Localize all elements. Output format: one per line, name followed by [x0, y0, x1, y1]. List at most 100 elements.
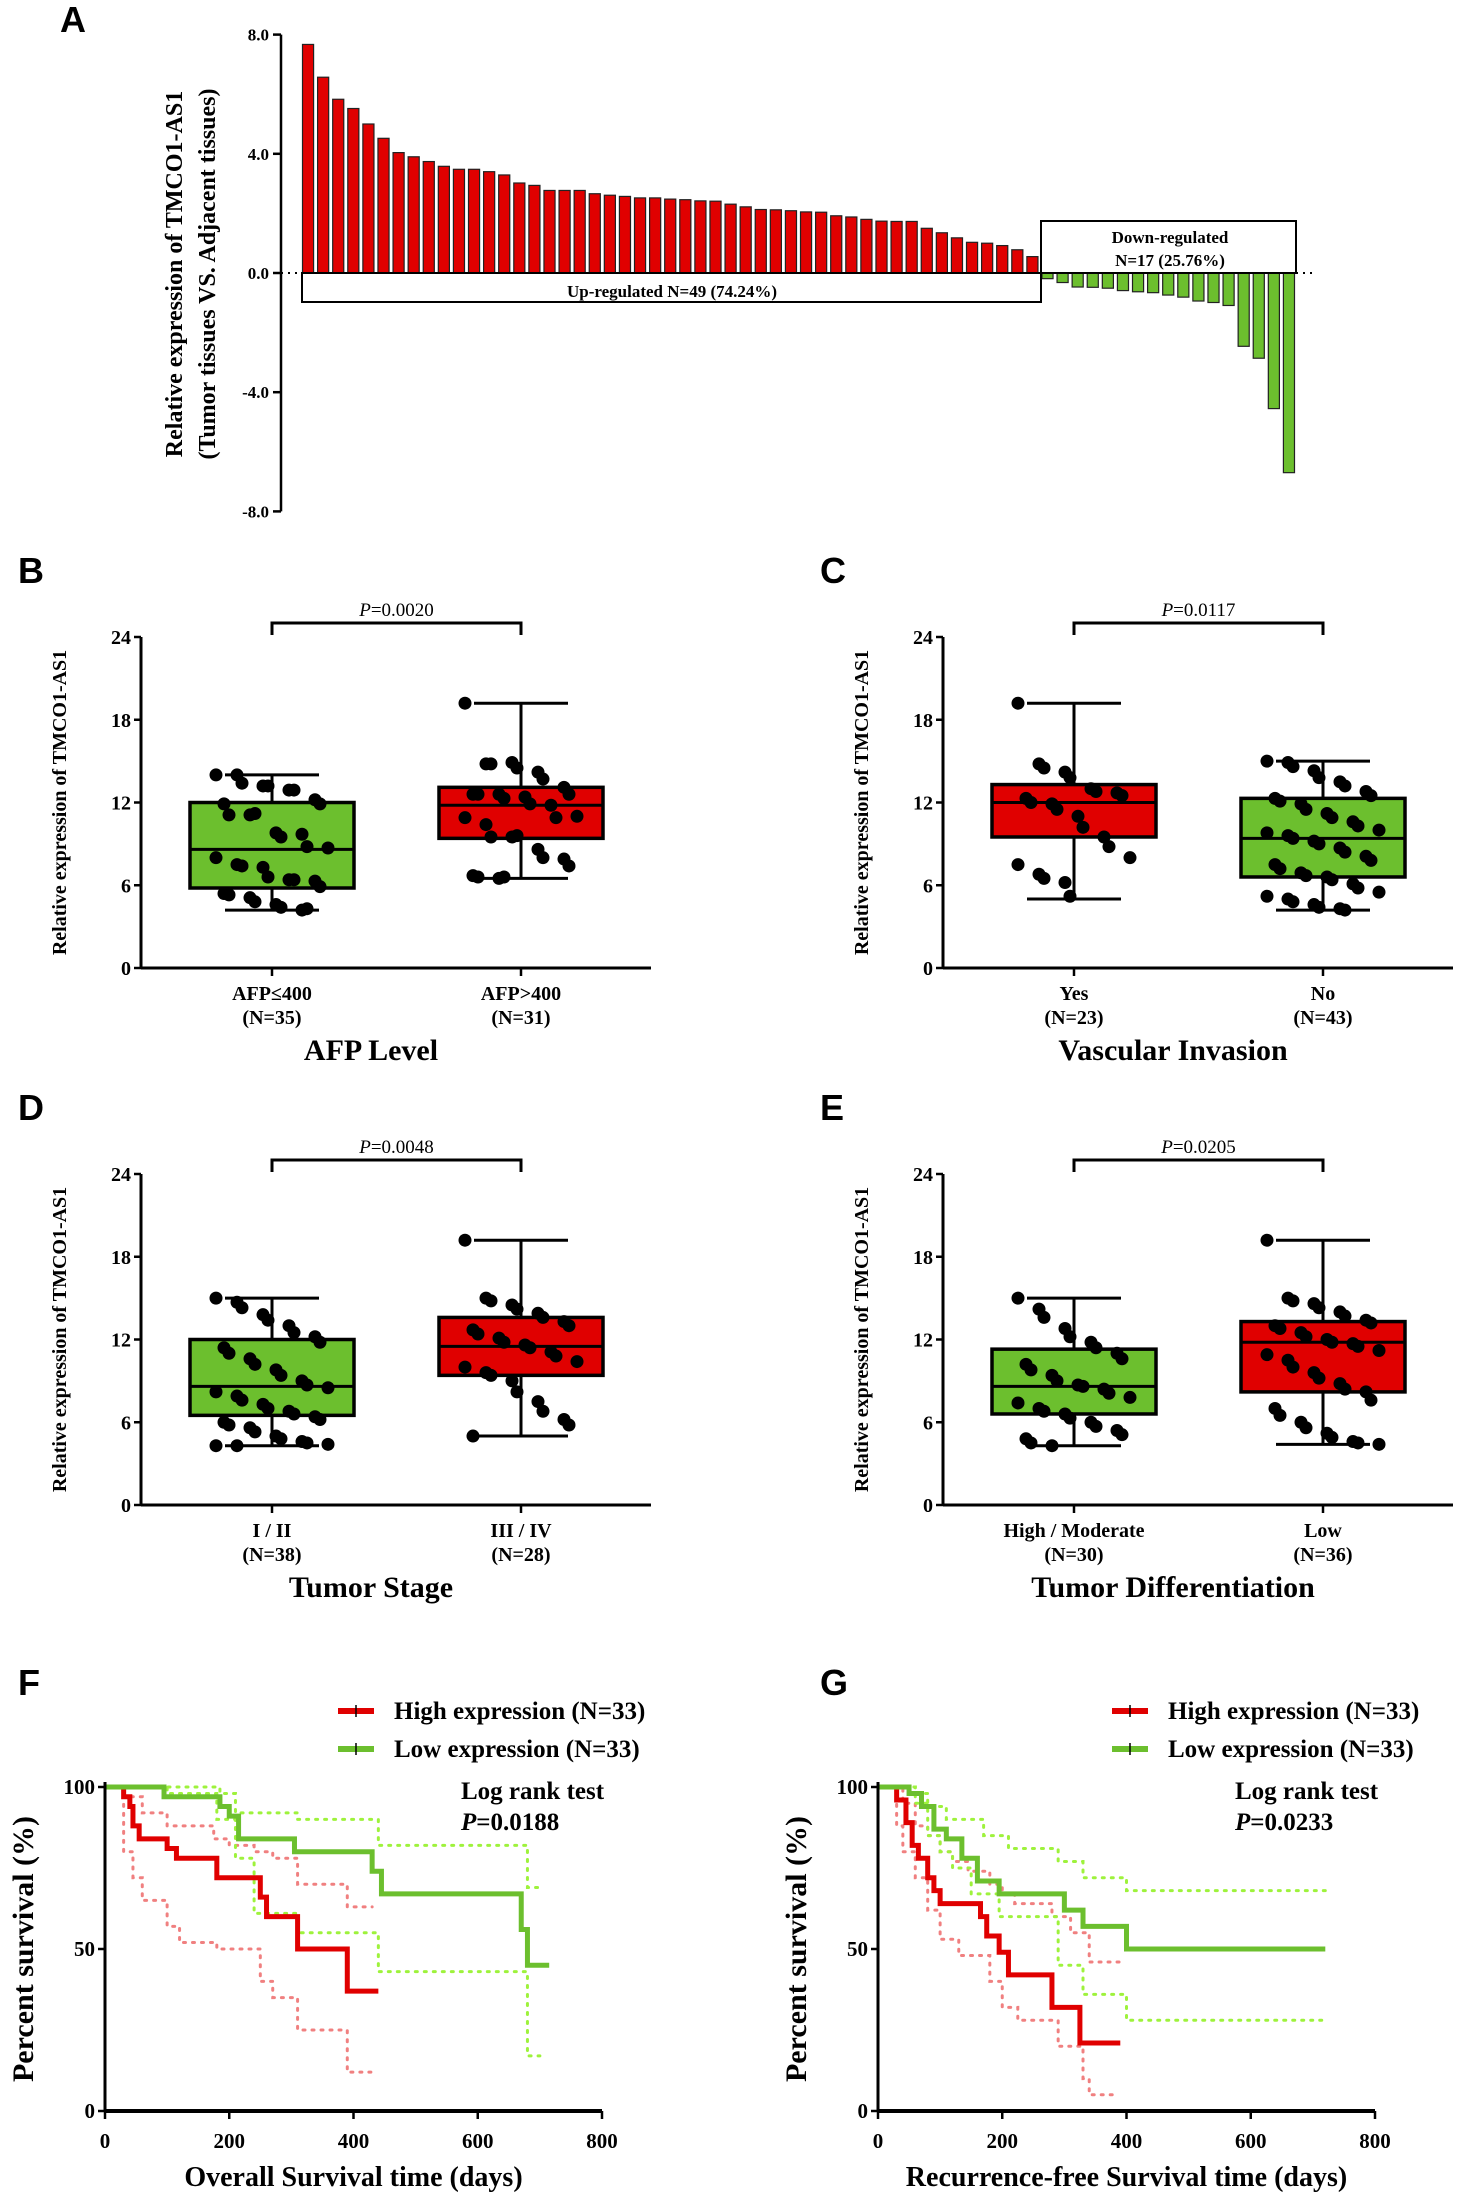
y-tick-label: 24 [111, 627, 131, 649]
x-tick-label: 600 [462, 2129, 494, 2153]
bar-up [950, 237, 964, 274]
ci-lower-red [876, 1785, 1116, 2097]
panel-label-a: A [60, 0, 86, 40]
bar-down [1252, 272, 1265, 359]
data-point [256, 860, 270, 874]
data-point [235, 1393, 249, 1407]
panel-f: F High expression (N=33) Low expression (N… [7, 1662, 645, 2193]
data-point [471, 1327, 485, 1341]
y-tick-label: 6 [121, 875, 131, 897]
down-regulated-label: Down-regulated [1112, 228, 1229, 247]
y-axis-title: Percent survival (%) [780, 1816, 813, 2082]
data-point [562, 1319, 576, 1333]
data-point [1286, 831, 1300, 845]
panel-g: G High expression (N=33) Low expression (N… [780, 1662, 1419, 2193]
y-axis-title: Relative expression of TMCO1-AS1 [162, 91, 188, 457]
bar-up [679, 199, 692, 274]
bar-up [316, 76, 330, 274]
down-regulated-count: N=17 (25.76%) [1115, 251, 1225, 270]
data-point [523, 1341, 537, 1355]
y-tick-label: 24 [913, 1164, 933, 1186]
bar-up [845, 216, 858, 274]
p-value: =0.0048 [371, 1137, 434, 1158]
data-point [1372, 1344, 1386, 1358]
data-point [1364, 789, 1378, 803]
panel-label-e: E [820, 1087, 844, 1128]
data-point [1351, 1339, 1365, 1353]
data-point [484, 757, 498, 771]
data-point [1024, 1436, 1038, 1450]
data-point [295, 827, 309, 841]
bar-up [452, 168, 466, 274]
ci-upper-red [103, 1785, 374, 1909]
bar-up [618, 195, 632, 274]
data-point [1050, 1374, 1064, 1388]
data-point [261, 1313, 275, 1327]
panel-label-b: B [18, 550, 44, 591]
data-point [248, 895, 262, 909]
data-point [222, 1346, 236, 1360]
data-point [1011, 858, 1025, 872]
group-n-label: (N=31) [491, 1007, 550, 1029]
data-point [1338, 1309, 1352, 1323]
bar-up [799, 211, 813, 274]
x-tick-label: 200 [987, 2129, 1019, 2153]
data-point [1325, 873, 1339, 887]
data-point [1024, 1363, 1038, 1377]
data-point [248, 1357, 262, 1371]
y-tick-label: 0 [858, 2099, 869, 2123]
data-point [1037, 1310, 1051, 1324]
group-n-label: (N=43) [1293, 1007, 1352, 1029]
data-point [261, 779, 275, 793]
y-tick-label: 12 [913, 793, 933, 815]
p-value: =0.0233 [1250, 1809, 1333, 1836]
data-point [274, 830, 288, 844]
panel-b: B 0 6 12 18 24 Relative expression of TMCO1-AS… [18, 550, 651, 1067]
data-point [458, 1233, 472, 1247]
y-tick-label: 6 [923, 1412, 933, 1434]
data-point [479, 818, 493, 832]
y-tick-label: 0 [85, 2099, 96, 2123]
data-point [1011, 1291, 1025, 1305]
bar-down [1101, 272, 1115, 289]
p-value: =0.0117 [1173, 600, 1235, 621]
bar-up [739, 206, 752, 274]
data-point [1299, 869, 1313, 883]
group-n-label: (N=38) [242, 1544, 301, 1566]
data-point [1338, 779, 1352, 793]
panel-d: D 0 6 12 18 24 Relative expression of TMCO1-AS… [18, 1087, 651, 1604]
bar-up [407, 156, 420, 274]
y-tick-label: -8.0 [242, 502, 269, 521]
data-point [458, 1360, 472, 1374]
bar-up [347, 107, 360, 274]
bar-down [1086, 272, 1099, 288]
x-tick-label: 400 [338, 2129, 370, 2153]
x-tick-label: No [1311, 983, 1335, 1005]
data-point [1312, 837, 1326, 851]
data-point [1325, 1430, 1339, 1444]
bar-up [830, 215, 843, 274]
data-point [209, 1291, 223, 1305]
data-point [321, 1437, 335, 1451]
y-tick-label: 18 [913, 1247, 933, 1269]
bar-down [1056, 272, 1069, 284]
data-point [549, 811, 563, 825]
data-point [1037, 871, 1051, 885]
bar-up [875, 220, 888, 274]
data-point [1273, 862, 1287, 876]
box [188, 1337, 356, 1418]
bar-up [377, 137, 390, 274]
bar-up [392, 152, 405, 274]
bar-up [1011, 249, 1024, 274]
data-point [458, 811, 472, 825]
data-point [274, 1432, 288, 1446]
data-point [1299, 802, 1313, 816]
survival-curve-red [878, 1784, 1121, 2046]
data-point [300, 1378, 314, 1392]
data-point [570, 1355, 584, 1369]
data-point [230, 1439, 244, 1453]
panel-label-c: C [820, 550, 846, 591]
data-point [287, 873, 301, 887]
box-group-0: Yes(N=23) [990, 696, 1158, 1029]
x-axis-title: Tumor Stage [289, 1571, 453, 1604]
